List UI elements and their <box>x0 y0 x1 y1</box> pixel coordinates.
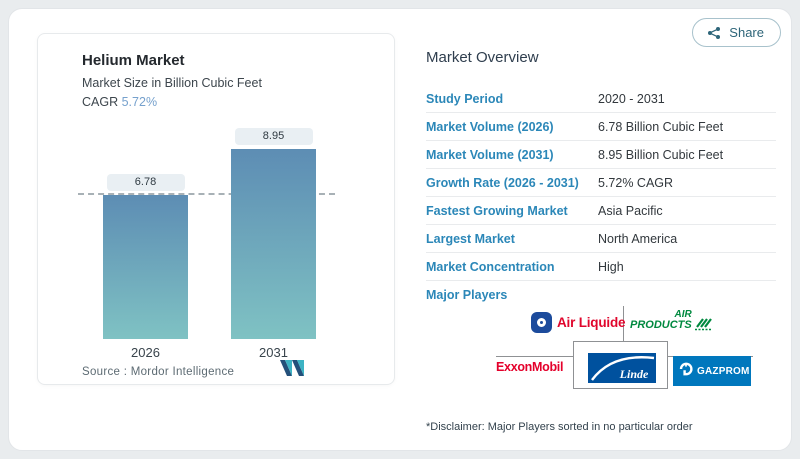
table-row-market-volume-2031: Market Volume (2031) 8.95 Billion Cubic … <box>426 141 776 169</box>
row-value: 5.72% CAGR <box>598 175 674 190</box>
air-products-wordmark: AIR PRODUCTS <box>630 309 692 331</box>
row-label: Market Concentration <box>426 259 555 274</box>
row-value: 2020 - 2031 <box>598 91 665 106</box>
linde-logo: Linde <box>588 353 656 383</box>
major-players-logos: Air Liquide AIR PRODUCTS ExxonMobil L <box>491 304 763 404</box>
air-liquide-icon <box>531 312 552 333</box>
chart-cagr: CAGR 5.72% <box>82 95 262 109</box>
table-row-largest-market: Largest Market North America <box>426 225 776 253</box>
bar-chart: 6.78 8.95 2026 2031 <box>68 122 368 360</box>
air-products-logo: AIR PRODUCTS <box>630 310 712 331</box>
svg-text:Linde: Linde <box>619 367 649 381</box>
row-value: North America <box>598 231 678 246</box>
players-grid-divider-left <box>496 356 573 357</box>
chart-subtitle: Market Size in Billion Cubic Feet <box>82 76 262 90</box>
bar-value-label-2026: 6.78 <box>106 174 185 191</box>
air-liquide-logo: Air Liquide <box>531 312 626 333</box>
bar-value-label-2031: 8.95 <box>234 128 313 145</box>
share-button[interactable]: Share <box>692 18 781 47</box>
share-label: Share <box>729 25 764 40</box>
air-liquide-wordmark: Air Liquide <box>557 315 626 330</box>
table-row-fastest-growing-market: Fastest Growing Market Asia Pacific <box>426 197 776 225</box>
market-overview-panel: Market Overview Study Period 2020 - 2031… <box>426 49 778 445</box>
source-value: Mordor Intelligence <box>130 366 235 378</box>
row-value: Asia Pacific <box>598 203 663 218</box>
chart-card: Helium Market Market Size in Billion Cub… <box>37 33 395 385</box>
row-label: Study Period <box>426 91 504 106</box>
bar-group-2026: 6.78 <box>103 122 188 339</box>
row-label: Fastest Growing Market <box>426 203 568 218</box>
table-row-study-period: Study Period 2020 - 2031 <box>426 85 776 113</box>
mordor-intelligence-logo-icon <box>280 360 304 376</box>
x-axis-label-2031: 2031 <box>259 345 288 360</box>
chart-header: Helium Market Market Size in Billion Cub… <box>82 52 262 109</box>
share-icon <box>708 26 721 39</box>
disclaimer-text: *Disclaimer: Major Players sorted in no … <box>426 421 693 433</box>
gazprom-wordmark: GAZPROM <box>697 365 750 377</box>
cagr-value: 5.72% <box>121 95 158 109</box>
bar-2031 <box>231 149 316 339</box>
row-label: Market Volume (2026) <box>426 119 554 134</box>
source-label: Source : <box>82 366 128 378</box>
bar-2026 <box>103 195 188 339</box>
reference-dashed-line <box>78 193 335 195</box>
report-card: Share Helium Market Market Size in Billi… <box>8 8 792 451</box>
table-row-growth-rate: Growth Rate (2026 - 2031) 5.72% CAGR <box>426 169 776 197</box>
air-products-flag-icon <box>694 318 712 331</box>
row-value: 8.95 Billion Cubic Feet <box>598 147 724 162</box>
row-value: High <box>598 259 624 274</box>
overview-table: Study Period 2020 - 2031 Market Volume (… <box>426 85 776 309</box>
cagr-label: CAGR <box>82 95 119 109</box>
table-row-market-concentration: Market Concentration High <box>426 253 776 281</box>
row-value: 6.78 Billion Cubic Feet <box>598 119 724 134</box>
chart-title: Helium Market <box>82 52 185 69</box>
row-label: Major Players <box>426 288 508 302</box>
gazprom-logo: GAZPROM <box>673 356 751 386</box>
table-row-major-players: Major Players <box>426 281 776 309</box>
bar-group-2031: 8.95 <box>231 122 316 339</box>
row-label: Largest Market <box>426 231 515 246</box>
x-axis-label-2026: 2026 <box>131 345 160 360</box>
row-label: Market Volume (2031) <box>426 147 554 162</box>
table-row-market-volume-2026: Market Volume (2026) 6.78 Billion Cubic … <box>426 113 776 141</box>
gazprom-flame-icon <box>679 362 693 376</box>
row-label: Growth Rate (2026 - 2031) <box>426 175 579 190</box>
exxonmobil-logo: ExxonMobil <box>496 360 564 374</box>
players-grid-divider-vertical <box>623 306 624 341</box>
overview-title: Market Overview <box>426 49 539 66</box>
source-attribution: Source : Mordor Intelligence <box>82 366 234 378</box>
